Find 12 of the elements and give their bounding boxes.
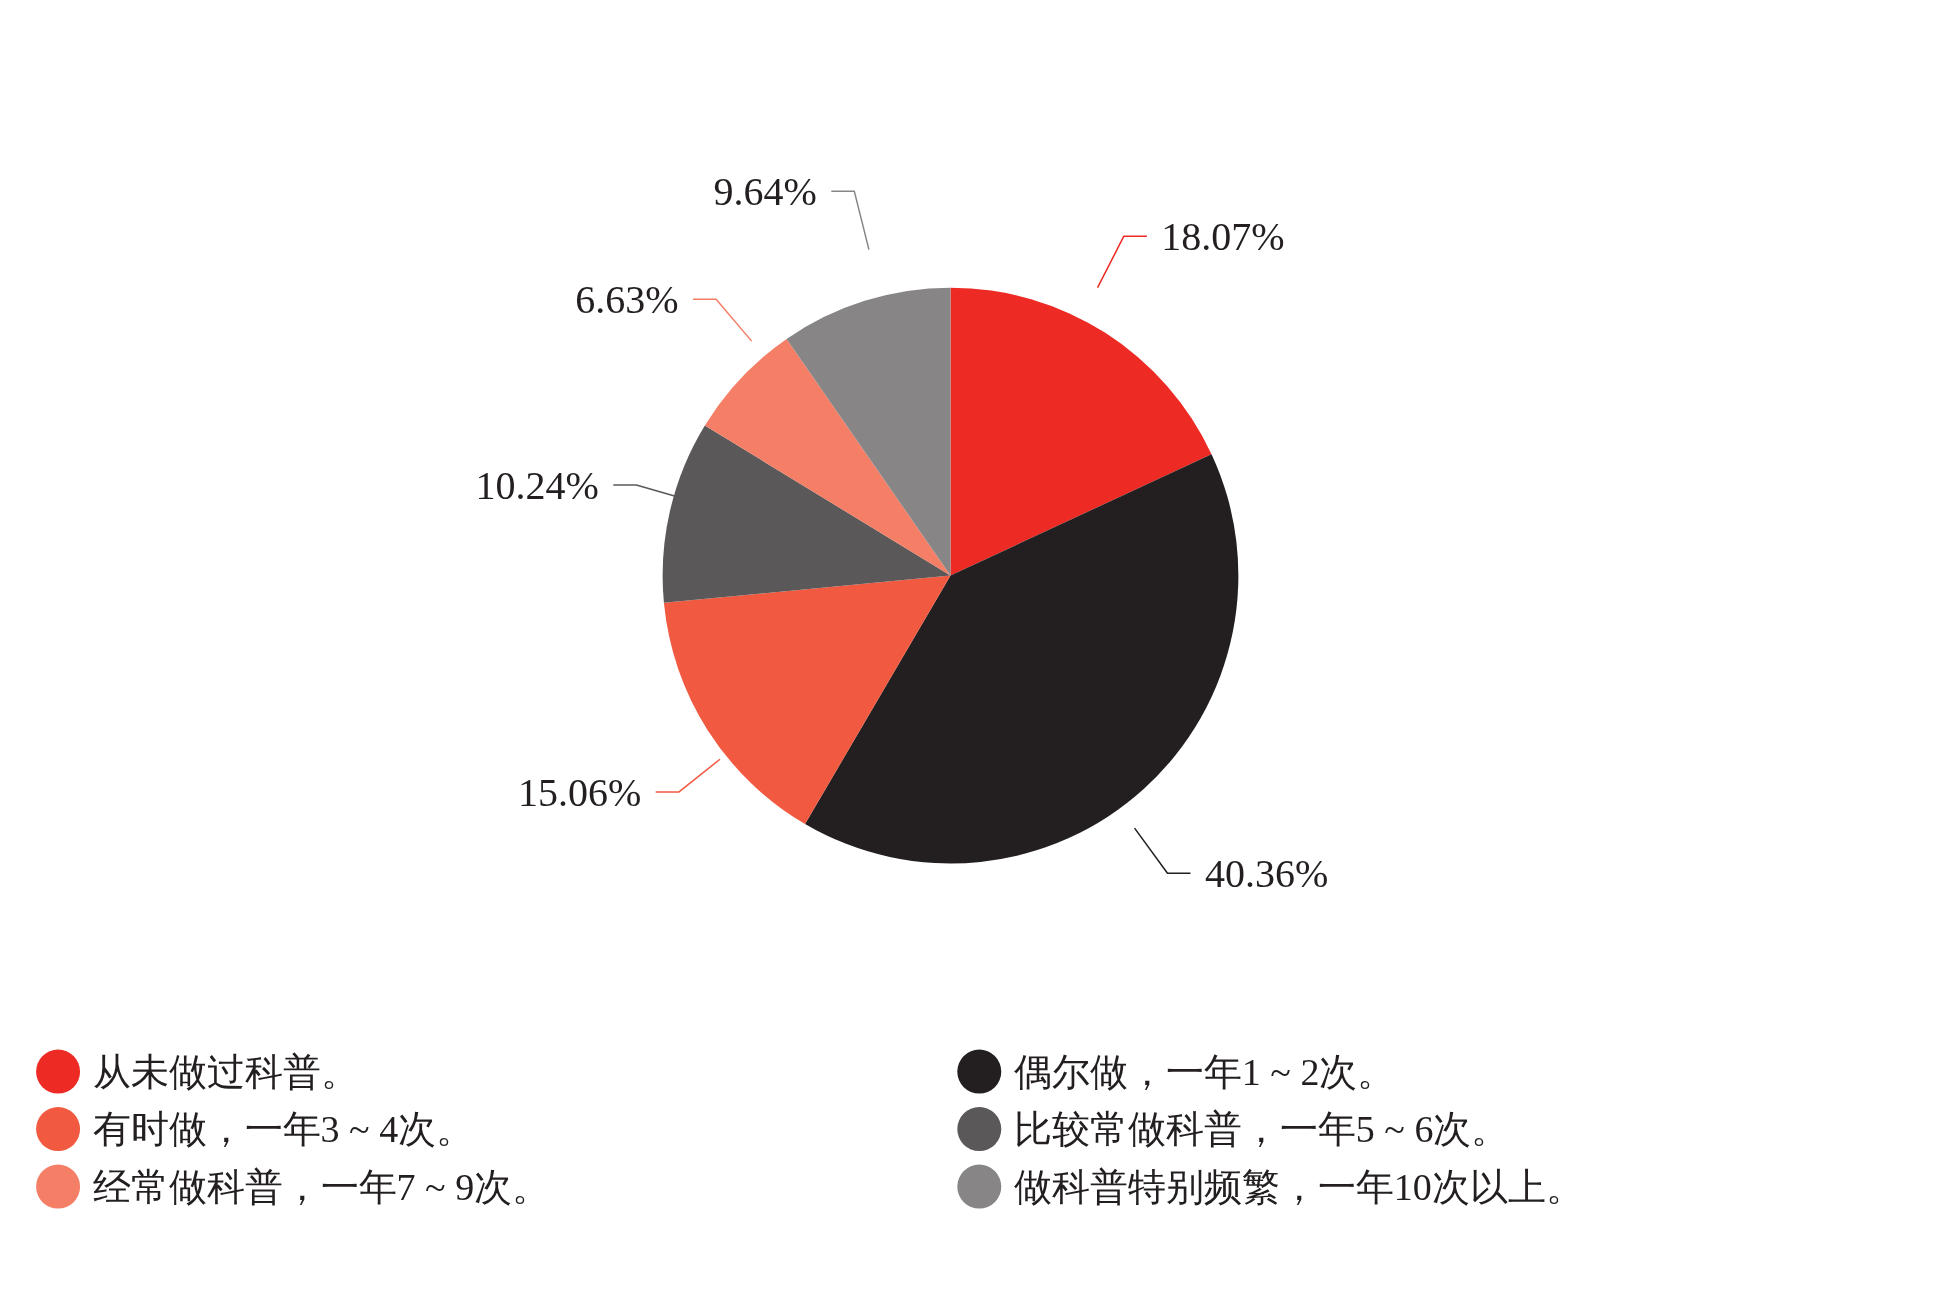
legend-label: 经常做科普，一年7 ~ 9次。 [92,1165,551,1208]
data-label: 9.64% [713,168,817,214]
legend-label: 偶尔做，一年1 ~ 2次。 [1013,1050,1396,1093]
data-label: 6.63% [575,276,679,322]
data-label: 18.07% [1161,213,1285,259]
legend-label: 做科普特别频繁，一年10次以上。 [1013,1165,1584,1208]
legend-label: 有时做，一年3 ~ 4次。 [92,1108,475,1151]
data-label: 10.24% [475,462,599,508]
data-label: 15.06% [517,769,642,815]
data-label: 40.36% [1204,850,1329,896]
legend-label: 从未做过科普。 [92,1050,359,1093]
legend-label: 比较常做科普，一年5 ~ 6次。 [1013,1108,1510,1151]
